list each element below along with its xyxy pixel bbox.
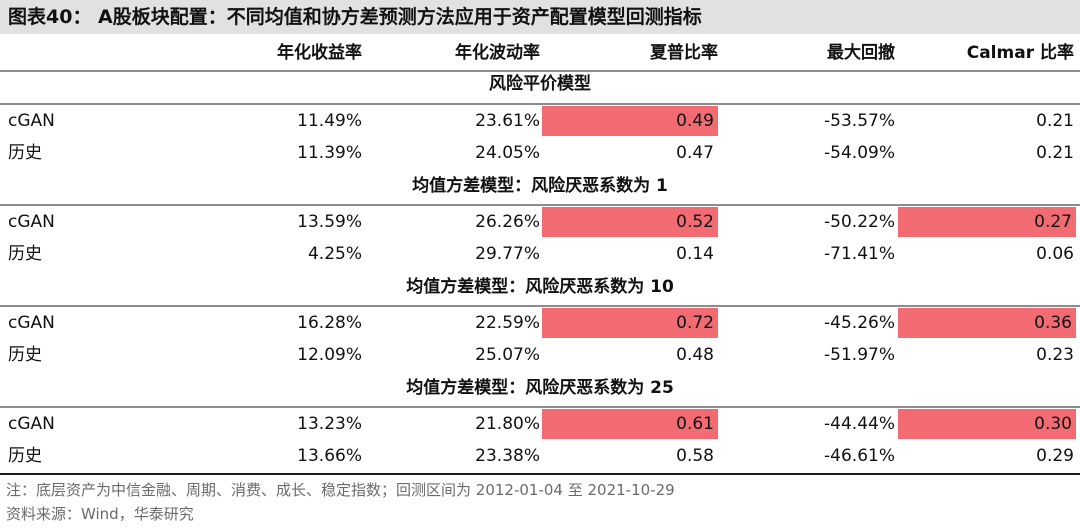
row-label: cGAN <box>8 212 55 232</box>
header-sharpe-ratio: 夏普比率 <box>650 43 718 63</box>
cell-calmar-ratio-highlighted: 0.36 <box>898 308 1076 338</box>
header-rule <box>0 70 1080 72</box>
header-calmar-ratio: Calmar 比率 <box>966 43 1074 63</box>
cell-calmar-ratio: 0.21 <box>1036 143 1074 163</box>
cell-calmar-ratio: 0.21 <box>1036 111 1074 131</box>
cell-calmar-ratio: 0.29 <box>1036 446 1074 466</box>
table-bottom-rule <box>0 473 1080 475</box>
cell-max-drawdown: -51.97% <box>824 345 895 365</box>
row-label: 历史 <box>8 345 42 365</box>
footnote: 注：底层资产为中信金融、周期、消费、成长、稳定指数；回测区间为 2012-01-… <box>6 481 675 499</box>
cell-annual-volatility: 22.59% <box>475 313 540 333</box>
section-title: 均值方差模型：风险厌恶系数为 10 <box>406 277 674 297</box>
cell-annual-return: 11.49% <box>297 111 362 131</box>
cell-annual-return: 4.25% <box>307 244 362 264</box>
title-bar: 图表40： A股板块配置：不同均值和协方差预测方法应用于资产配置模型回测指标 <box>0 0 1080 34</box>
header-annual-volatility: 年化波动率 <box>455 43 540 63</box>
cell-annual-volatility: 23.38% <box>475 446 540 466</box>
table-row: 历史 4.25% 29.77% 0.14 -71.41% 0.06 <box>0 239 1080 269</box>
table-row: cGAN 13.59% 26.26% 0.52 -50.22% 0.27 <box>0 207 1080 237</box>
cell-calmar-ratio: 0.06 <box>1036 244 1074 264</box>
cell-sharpe-ratio-highlighted: 0.52 <box>542 207 718 237</box>
cell-calmar-ratio-highlighted: 0.30 <box>898 409 1076 439</box>
cell-sharpe-ratio: 0.58 <box>676 446 714 466</box>
cell-annual-volatility: 29.77% <box>475 244 540 264</box>
cell-max-drawdown: -46.61% <box>824 446 895 466</box>
cell-max-drawdown: -71.41% <box>824 244 895 264</box>
section-rule <box>0 103 1080 105</box>
cell-max-drawdown: -44.44% <box>824 414 895 434</box>
table-row: 历史 12.09% 25.07% 0.48 -51.97% 0.23 <box>0 340 1080 370</box>
cell-sharpe-ratio: 0.47 <box>676 143 714 163</box>
header-max-drawdown: 最大回撤 <box>827 43 895 63</box>
row-label: cGAN <box>8 414 55 434</box>
table-row: cGAN 11.49% 23.61% 0.49 -53.57% 0.21 <box>0 106 1080 136</box>
section-rule <box>0 305 1080 307</box>
header-annual-return: 年化收益率 <box>277 43 362 63</box>
cell-sharpe-ratio: 0.14 <box>676 244 714 264</box>
cell-annual-return: 13.66% <box>297 446 362 466</box>
cell-annual-volatility: 25.07% <box>475 345 540 365</box>
cell-max-drawdown: -45.26% <box>824 313 895 333</box>
row-label: cGAN <box>8 111 55 131</box>
cell-annual-volatility: 26.26% <box>475 212 540 232</box>
cell-max-drawdown: -54.09% <box>824 143 895 163</box>
section-title: 均值方差模型：风险厌恶系数为 1 <box>412 176 668 196</box>
cell-max-drawdown: -50.22% <box>824 212 895 232</box>
cell-annual-return: 16.28% <box>297 313 362 333</box>
source-note: 资料来源：Wind，华泰研究 <box>6 505 194 523</box>
cell-sharpe-ratio: 0.48 <box>676 345 714 365</box>
cell-annual-return: 13.23% <box>297 414 362 434</box>
row-label: 历史 <box>8 143 42 163</box>
table-row: 历史 11.39% 24.05% 0.47 -54.09% 0.21 <box>0 138 1080 168</box>
cell-annual-return: 11.39% <box>297 143 362 163</box>
table-row: cGAN 13.23% 21.80% 0.61 -44.44% 0.30 <box>0 409 1080 439</box>
cell-calmar-ratio-highlighted: 0.27 <box>898 207 1076 237</box>
cell-calmar-ratio: 0.23 <box>1036 345 1074 365</box>
table-row: cGAN 16.28% 22.59% 0.72 -45.26% 0.36 <box>0 308 1080 338</box>
cell-annual-volatility: 21.80% <box>475 414 540 434</box>
row-label: cGAN <box>8 313 55 333</box>
section-title: 风险平价模型 <box>489 74 591 94</box>
section-rule <box>0 406 1080 408</box>
table-row: 历史 13.66% 23.38% 0.58 -46.61% 0.29 <box>0 441 1080 471</box>
cell-max-drawdown: -53.57% <box>824 111 895 131</box>
section-title: 均值方差模型：风险厌恶系数为 25 <box>406 378 674 398</box>
section-rule <box>0 204 1080 206</box>
cell-sharpe-ratio-highlighted: 0.72 <box>542 308 718 338</box>
table-title: 图表40： A股板块配置：不同均值和协方差预测方法应用于资产配置模型回测指标 <box>8 6 702 28</box>
cell-sharpe-ratio-highlighted: 0.61 <box>542 409 718 439</box>
cell-sharpe-ratio-highlighted: 0.49 <box>542 106 718 136</box>
cell-annual-return: 12.09% <box>297 345 362 365</box>
row-label: 历史 <box>8 446 42 466</box>
cell-annual-volatility: 24.05% <box>475 143 540 163</box>
cell-annual-volatility: 23.61% <box>475 111 540 131</box>
cell-annual-return: 13.59% <box>297 212 362 232</box>
row-label: 历史 <box>8 244 42 264</box>
